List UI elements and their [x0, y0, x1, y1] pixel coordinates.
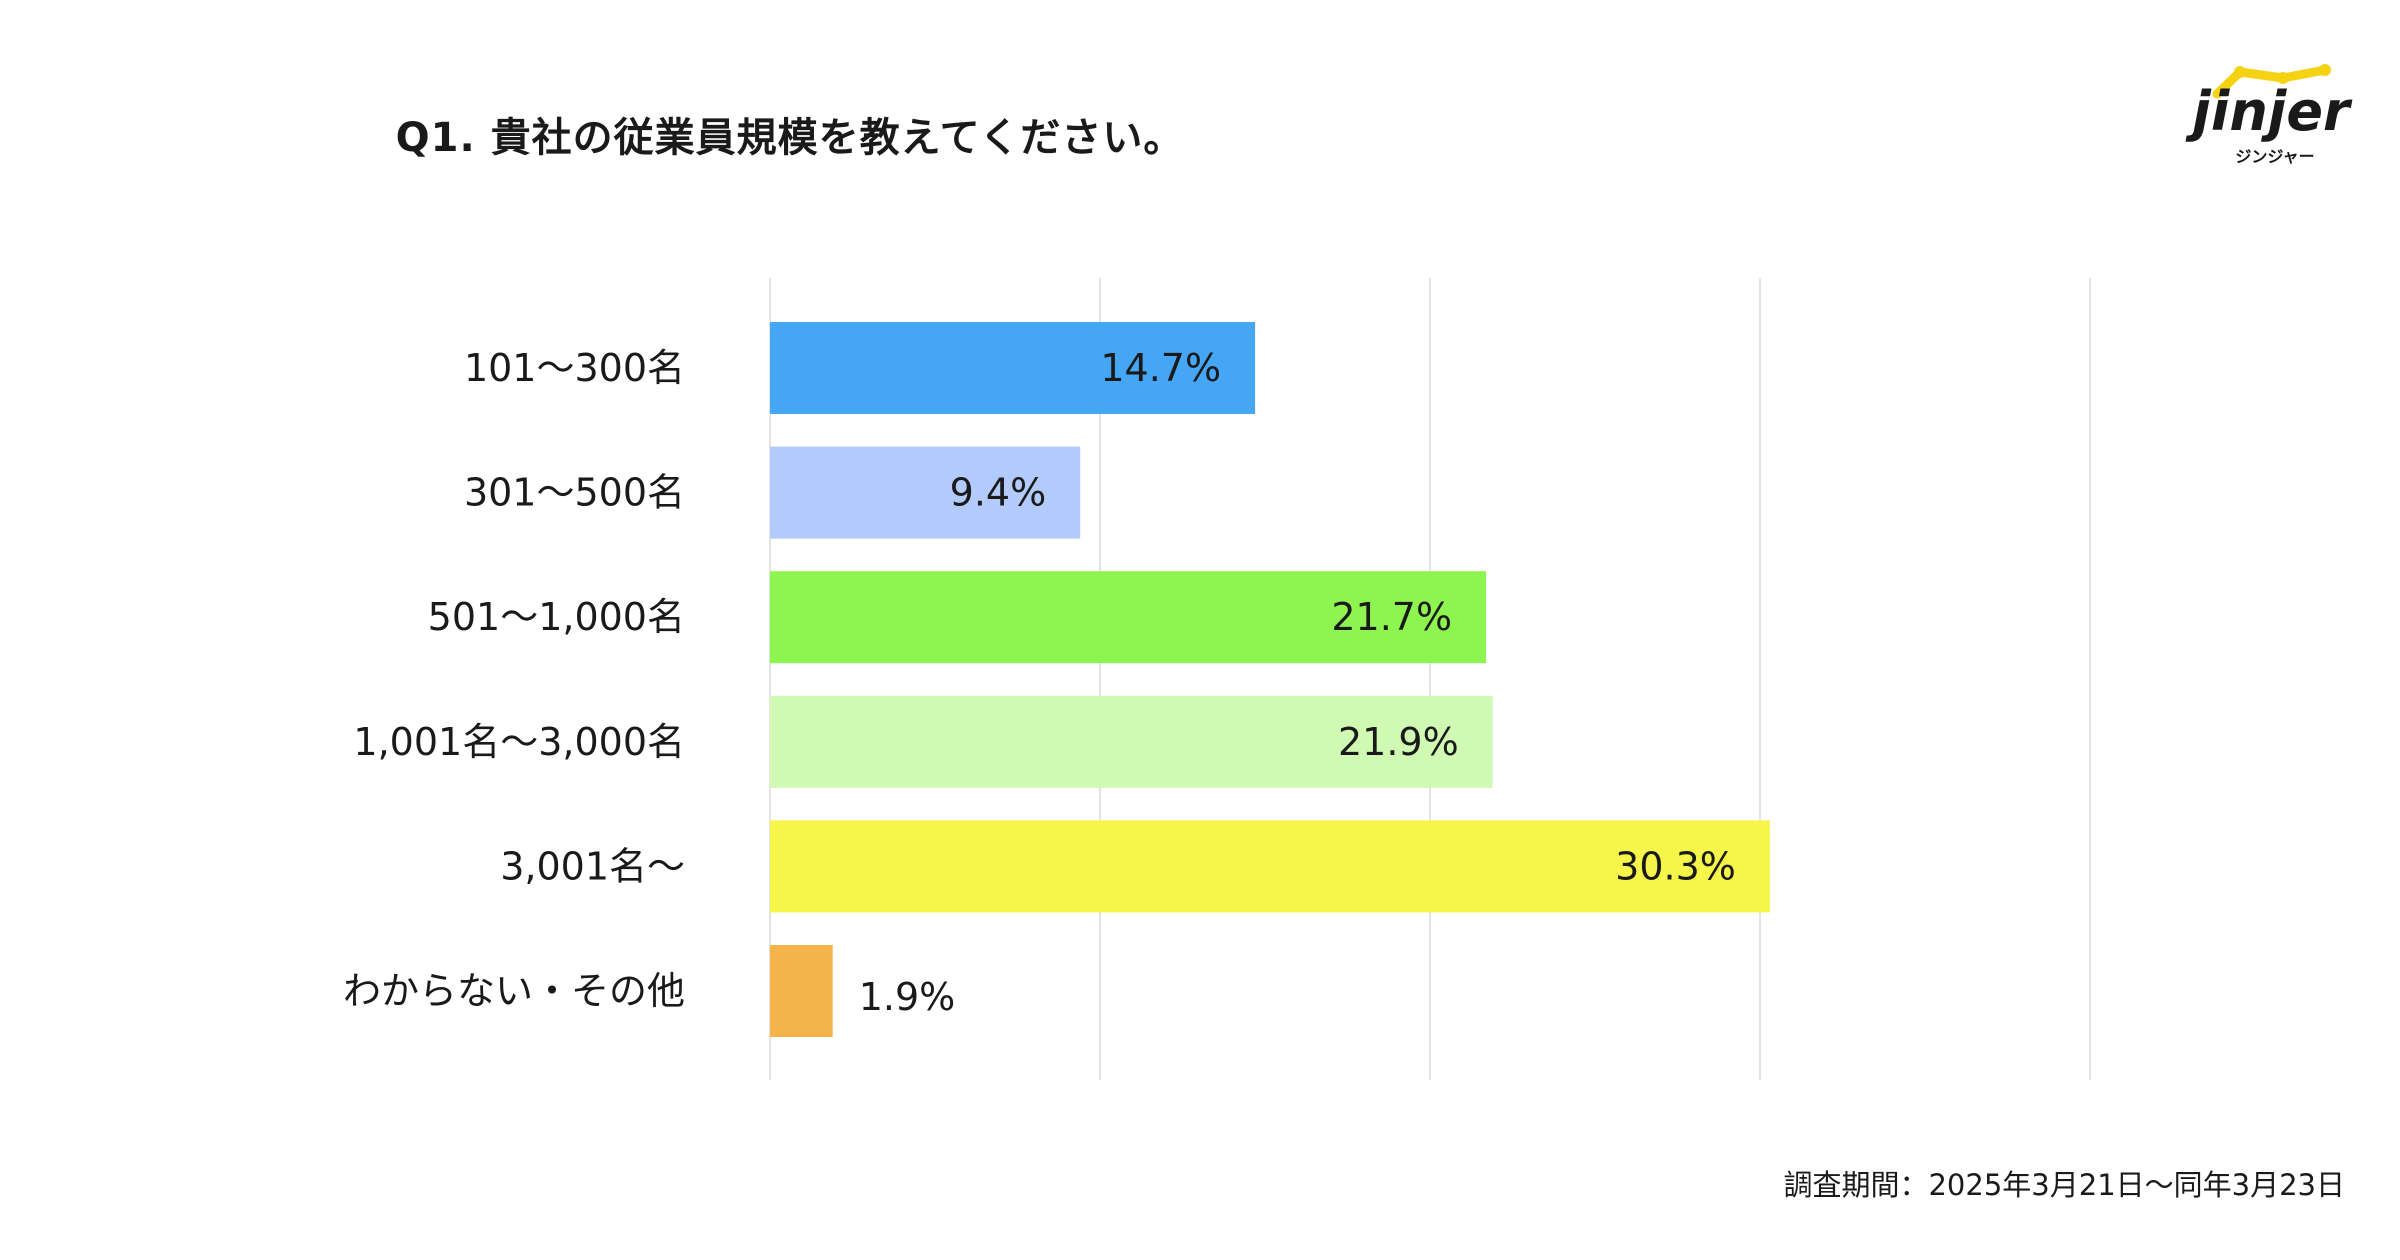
bar-3 [770, 695, 1493, 788]
value-label-5: 1.9% [859, 975, 956, 1019]
category-label-0: 101〜300名 [464, 346, 685, 390]
category-label-2: 501〜1,000名 [428, 595, 685, 639]
bar-5 [770, 945, 833, 1037]
value-label-4: 30.3% [1615, 844, 1736, 888]
logo-kana: ジンジャー [2235, 147, 2314, 166]
logo-roof-icon [2212, 65, 2330, 99]
category-label-5: わからない・その他 [343, 969, 685, 1013]
value-label-3: 21.9% [1338, 720, 1459, 764]
bar-4 [770, 820, 1770, 913]
value-label-1: 9.4% [950, 471, 1047, 515]
category-label-3: 1,001名〜3,000名 [353, 720, 685, 764]
bar-1 [770, 446, 1081, 539]
logo-wordmark: jinjer [2185, 80, 2353, 143]
bar-0 [770, 322, 1256, 414]
category-labels: 101〜300名 301〜500名 501〜1,000名 1,001名〜3,000名 3… [343, 346, 685, 1013]
value-label-2: 21.7% [1331, 595, 1452, 639]
survey-period-note: 調査期間：2025年3月21日〜同年3月23日 [1783, 1168, 2345, 1202]
category-label-4: 3,001名〜 [500, 844, 685, 888]
bars [770, 322, 1770, 1037]
jinjer-logo: jinjer ジンジャー [2185, 64, 2353, 166]
bar-2 [770, 571, 1487, 664]
chart-title: Q1. 貴社の従業員規模を教えてください。 [395, 115, 1185, 161]
value-label-0: 14.7% [1100, 346, 1221, 390]
value-labels: 14.7% 9.4% 21.7% 21.9% 30.3% 1.9% [859, 346, 1736, 1019]
category-label-1: 301〜500名 [464, 471, 685, 515]
